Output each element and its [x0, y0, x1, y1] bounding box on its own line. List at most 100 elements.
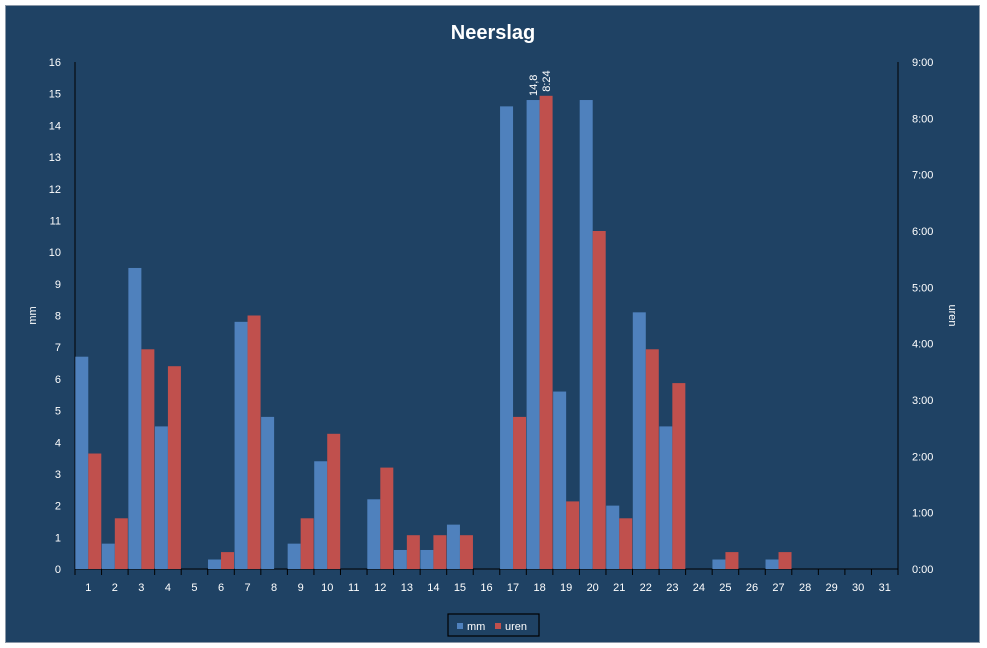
x-tick-label: 2	[112, 582, 118, 594]
x-tick-label: 20	[587, 582, 599, 594]
bar-mm	[314, 461, 328, 569]
x-tick-label: 3	[138, 582, 144, 594]
y-tick-label: 4	[55, 437, 61, 449]
bar-uren	[141, 349, 155, 569]
x-tick-label: 28	[799, 582, 811, 594]
bar-uren	[513, 416, 527, 569]
bar-mm	[579, 100, 593, 570]
bar-uren	[380, 467, 394, 569]
x-tick-label: 6	[218, 582, 224, 594]
x-tick-label: 27	[772, 582, 784, 594]
chart-svg: Neerslag mm uren 01234567891011121314151…	[27, 22, 958, 637]
bar-uren	[88, 453, 102, 569]
bar-uren	[327, 433, 341, 569]
y2-tick-label: 8:00	[912, 113, 933, 125]
x-tick-label: 12	[374, 582, 386, 594]
bar-mm	[367, 499, 381, 569]
bar-mm	[659, 426, 673, 569]
bar-uren	[778, 552, 792, 569]
bar-mm	[553, 391, 567, 569]
bar-mm	[712, 559, 726, 569]
x-tick-label: 26	[746, 582, 758, 594]
bar-uren	[114, 518, 128, 569]
bar-uren	[167, 366, 181, 569]
y-tick-label: 5	[55, 406, 61, 418]
y-tick-label: 12	[49, 184, 61, 196]
bar-uren	[566, 501, 580, 569]
y2-tick-label: 0:00	[912, 564, 933, 576]
bar-mm	[500, 106, 514, 570]
bar-mm	[261, 416, 275, 569]
bar-uren	[433, 535, 447, 569]
y2-tick-label: 4:00	[912, 339, 933, 351]
x-tick-label: 31	[879, 582, 891, 594]
x-tick-label: 9	[298, 582, 304, 594]
legend-swatch-mm	[457, 623, 463, 629]
data-labels-group: 14,8 8:24	[528, 70, 553, 96]
bar-mm	[393, 549, 407, 569]
y-tick-label: 2	[55, 501, 61, 513]
y2-axis-label: uren	[946, 304, 958, 326]
y-tick-label: 0	[55, 564, 61, 576]
y2-tick-label: 9:00	[912, 57, 933, 69]
bar-mm	[234, 321, 248, 569]
y-tick-label: 3	[55, 469, 61, 481]
legend-label-uren: uren	[505, 621, 527, 633]
bar-uren	[459, 535, 473, 569]
data-label: 8:24	[541, 70, 553, 91]
y2-tick-label: 6:00	[912, 226, 933, 238]
y2-tick-label: 5:00	[912, 282, 933, 294]
x-tick-label: 18	[533, 582, 545, 594]
x-tick-label: 24	[693, 582, 705, 594]
x-tick-label: 22	[640, 582, 652, 594]
x-tick-label: 30	[852, 582, 864, 594]
x-tick-label: 29	[826, 582, 838, 594]
x-tick-label: 11	[348, 582, 359, 594]
bar-uren	[539, 95, 553, 570]
y-tick-label: 7	[55, 342, 61, 354]
data-label: 14,8	[528, 75, 540, 96]
bar-uren	[247, 315, 261, 569]
x-tick-label: 1	[85, 582, 91, 594]
y2-axis: 0:00 1:00 2:00 3:00 4:00 5:00 6:00 7:00 8:00 9:00	[897, 57, 933, 576]
bar-uren	[406, 535, 420, 569]
y2-tick-label: 3:00	[912, 395, 933, 407]
x-tick-label: 14	[427, 582, 439, 594]
bars-group	[75, 95, 792, 570]
chart-area: Neerslag mm uren 0 1 2 3 4 5 6 7 8 9 10 11 12 13 14 15 1…	[5, 5, 980, 643]
y-tick-label: 9	[55, 279, 61, 291]
bar-mm	[154, 426, 168, 569]
bar-uren	[592, 231, 606, 569]
y-tick-label: 14	[49, 120, 61, 132]
bar-mm	[765, 559, 779, 569]
x-axis: 1 2 3 4 5 6 7 8 9 10 11 12 13 14 15 16 17 18 19 20 21 22 23 24 2…	[74, 568, 899, 594]
y-tick-label: 6	[55, 374, 61, 386]
y-tick-label: 15	[49, 89, 61, 101]
x-tick-label: 5	[191, 582, 197, 594]
y2-tick-label: 7:00	[912, 170, 933, 182]
legend-label-mm: mm	[467, 621, 485, 633]
bar-uren	[645, 349, 659, 569]
bar-mm	[287, 543, 301, 569]
x-tick-label: 10	[321, 582, 333, 594]
x-tick-label: 8	[271, 582, 277, 594]
bar-mm	[446, 524, 460, 569]
x-tick-label: 16	[480, 582, 492, 594]
x-tick-label: 4	[165, 582, 171, 594]
legend-box	[447, 613, 540, 637]
bar-mm	[526, 100, 540, 570]
y-tick-label: 13	[49, 152, 61, 164]
x-tick-label: 13	[401, 582, 413, 594]
bar-mm	[632, 312, 646, 569]
bar-uren	[300, 518, 314, 569]
chart-title: Neerslag	[451, 22, 536, 44]
x-tick-label: 25	[719, 582, 731, 594]
bar-uren	[221, 552, 235, 569]
x-tick-label: 23	[666, 582, 678, 594]
bar-mm	[101, 543, 115, 569]
y-tick-label: 8	[55, 311, 61, 323]
legend: mm uren	[447, 613, 540, 637]
y-tick-label: 10	[49, 247, 61, 259]
y-tick-label: 1	[55, 532, 61, 544]
